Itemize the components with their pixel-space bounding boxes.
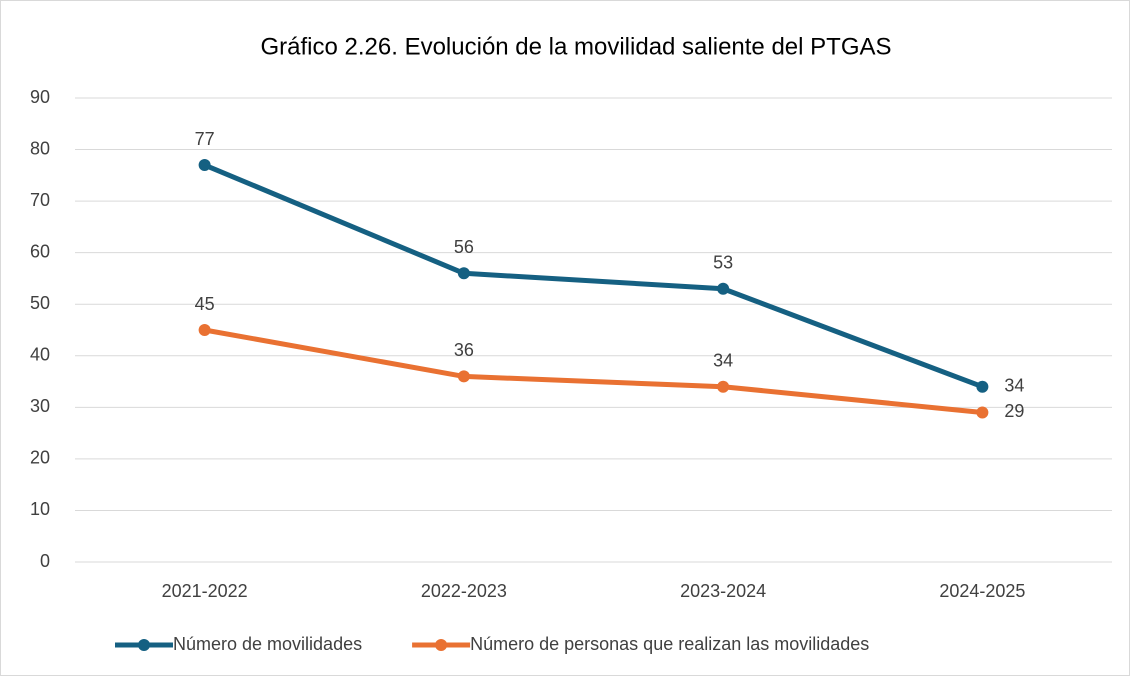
series-line [203,162,984,390]
y-tick-label: 90 [30,87,50,107]
legend-marker [138,639,150,651]
data-label: 45 [195,294,215,314]
series-line [204,327,983,415]
data-point [976,380,989,393]
y-tick-label: 40 [30,345,50,365]
y-tick-label: 10 [30,499,50,519]
legend-marker [435,639,448,651]
data-label: 77 [195,129,215,149]
data-label: 29 [1004,401,1024,421]
x-tick-label: 2024-2025 [939,581,1025,601]
y-tick-label: 70 [30,190,50,210]
data-point [457,370,470,383]
data-point [198,159,211,172]
data-point [457,267,470,280]
data-point [976,406,989,419]
chart-title: Gráfico 2.26. Evolución de la movilidad … [261,33,892,60]
y-tick-label: 50 [30,293,50,313]
y-tick-label: 60 [30,241,50,261]
legend-label: Número de personas que realizan las movi… [470,634,869,654]
y-tick-label: 30 [30,396,50,416]
legend-label: Número de movilidades [173,634,362,654]
y-tick-label: 0 [40,551,50,571]
y-tick-label: 80 [30,138,50,158]
data-label: 53 [713,253,733,273]
data-label: 34 [1004,375,1024,395]
x-tick-label: 2022-2023 [421,581,507,601]
x-tick-label: 2023-2024 [680,581,766,601]
data-label: 34 [713,350,733,370]
data-point [717,380,730,393]
data-label: 36 [454,340,474,360]
y-tick-label: 20 [30,448,50,468]
data-point [717,282,730,295]
data-label: 56 [454,237,474,257]
x-tick-label: 2021-2022 [162,581,248,601]
data-point [198,324,211,336]
